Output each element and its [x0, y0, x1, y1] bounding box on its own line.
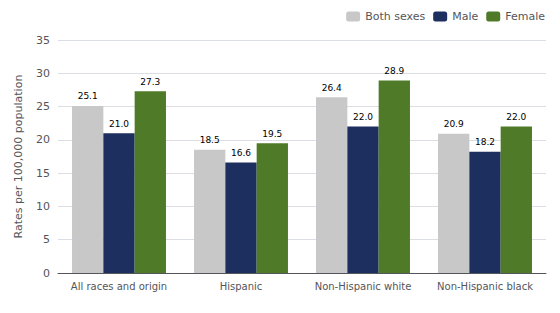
svg-text:18.2: 18.2	[475, 137, 495, 147]
svg-text:21.0: 21.0	[109, 119, 129, 129]
svg-text:22.0: 22.0	[506, 112, 526, 122]
svg-text:Rates per 100,000 population: Rates per 100,000 population	[12, 75, 25, 239]
svg-text:30: 30	[36, 67, 50, 80]
svg-text:25.1: 25.1	[78, 91, 98, 101]
svg-text:18.5: 18.5	[200, 135, 220, 145]
svg-text:35: 35	[36, 34, 50, 47]
svg-text:26.4: 26.4	[322, 83, 342, 93]
svg-text:22.0: 22.0	[353, 112, 373, 122]
svg-text:Non-Hispanic black: Non-Hispanic black	[437, 281, 533, 292]
svg-text:0: 0	[43, 267, 50, 280]
svg-text:19.5: 19.5	[262, 129, 282, 139]
svg-text:10: 10	[36, 200, 50, 213]
svg-text:27.3: 27.3	[140, 77, 160, 87]
svg-text:16.6: 16.6	[231, 148, 251, 158]
svg-text:Female: Female	[505, 10, 545, 23]
svg-text:All races and origin: All races and origin	[71, 281, 167, 292]
svg-text:Non-Hispanic white: Non-Hispanic white	[315, 281, 412, 292]
svg-text:15: 15	[36, 167, 50, 180]
svg-text:28.9: 28.9	[384, 66, 404, 76]
svg-text:Hispanic: Hispanic	[220, 281, 263, 292]
svg-text:20: 20	[36, 133, 50, 146]
svg-text:Both sexes: Both sexes	[365, 10, 425, 23]
svg-text:25: 25	[36, 100, 50, 113]
svg-text:5: 5	[43, 233, 50, 246]
svg-text:Male: Male	[452, 10, 478, 23]
svg-text:20.9: 20.9	[444, 119, 464, 129]
